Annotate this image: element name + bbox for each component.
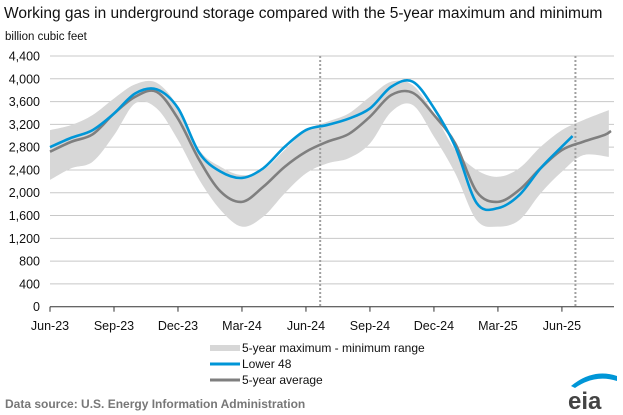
- legend-item-lower48: Lower 48: [210, 356, 425, 372]
- legend: 5-year maximum - minimum range Lower 48 …: [210, 340, 425, 388]
- plot-area: 0 400 800 1,200 1,600 2,000 2,400 2,800 3,200 3,6…: [9, 50, 614, 333]
- y-tick-label: 2,400: [9, 163, 40, 177]
- legend-item-average: 5-year average: [210, 372, 425, 388]
- band-swatch: [210, 345, 240, 351]
- y-tick-label: 1,600: [9, 209, 40, 223]
- y-tick-label: 800: [19, 255, 40, 269]
- y-tick-label: 1,200: [9, 232, 40, 246]
- average-line: [49, 89, 612, 204]
- svg-text:eia: eia: [568, 388, 602, 412]
- range-band: [50, 80, 609, 227]
- chart-title: Working gas in underground storage compa…: [4, 5, 603, 22]
- y-tick-label: 2,800: [9, 141, 40, 155]
- x-tick-label: Sep-24: [350, 319, 390, 333]
- y-tick-label: 0: [33, 300, 40, 314]
- legend-item-band: 5-year maximum - minimum range: [210, 340, 425, 356]
- y-tick-label: 2,000: [9, 186, 40, 200]
- x-tick-label: Sep-23: [94, 319, 134, 333]
- x-tick-label: Mar-24: [222, 319, 262, 333]
- y-tick-label: 400: [19, 277, 40, 291]
- x-tick-label: Mar-25: [478, 319, 518, 333]
- lower48-swatch: [210, 362, 240, 366]
- legend-label-band: 5-year maximum - minimum range: [242, 341, 425, 355]
- lower48-line: [49, 79, 574, 212]
- legend-label-average: 5-year average: [242, 373, 323, 387]
- x-tick-label: Jun-23: [31, 319, 69, 333]
- eia-logo: eia: [568, 373, 617, 412]
- x-tick-label: Dec-24: [414, 319, 454, 333]
- y-tick-label: 3,600: [9, 95, 40, 109]
- y-tick-label: 4,400: [9, 50, 40, 64]
- y-tick-label: 4,000: [9, 72, 40, 86]
- y-tick-label: 3,200: [9, 118, 40, 132]
- y-axis-label: billion cubic feet: [5, 31, 87, 43]
- data-source: Data source: U.S. Energy Information Adm…: [5, 397, 306, 411]
- x-tick-label: Jun-24: [287, 319, 325, 333]
- average-swatch: [210, 378, 240, 382]
- x-tick-label: Dec-23: [158, 319, 198, 333]
- legend-label-lower48: Lower 48: [242, 357, 292, 371]
- x-tick-label: Jun-25: [543, 319, 581, 333]
